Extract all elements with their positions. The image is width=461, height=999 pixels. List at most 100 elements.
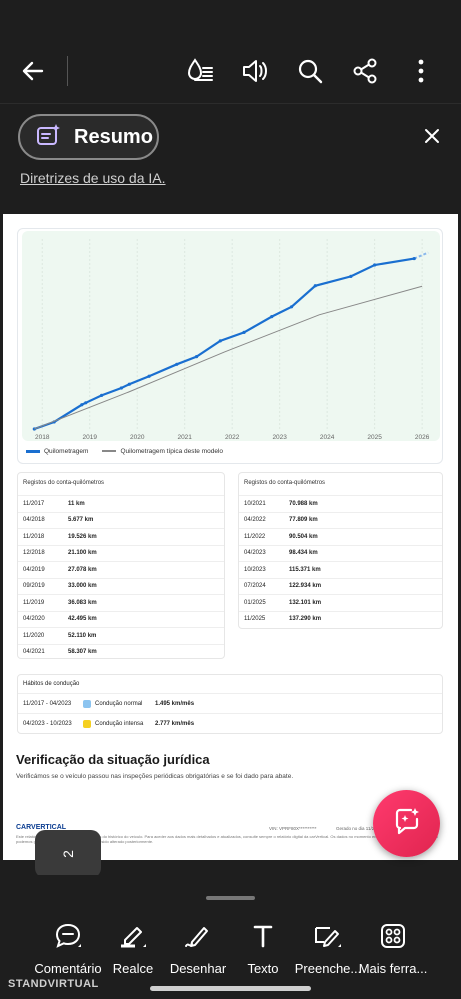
habit-row: 11/2017 - 04/2023 Condução normal 1.495 … — [18, 693, 442, 713]
row-km: 36.083 km — [68, 599, 97, 606]
ai-assistant-icon — [392, 806, 422, 841]
tool-text[interactable]: Texto — [223, 919, 303, 976]
row-date: 04/2021 — [23, 649, 45, 656]
data-point — [412, 256, 416, 261]
ai-guidelines-link[interactable]: Diretrizes de uso da IA. — [20, 170, 166, 186]
row-date: 11/2022 — [244, 533, 266, 540]
pdf-page: 2018 2019 2020 2021 2022 2023 2024 2025 2026 Qui… — [3, 214, 458, 860]
table-row: 04/2022 77.809 km — [239, 511, 442, 529]
read-aloud-icon[interactable] — [181, 52, 219, 90]
tool-label: Comentário — [34, 961, 102, 976]
tool-label: Realce — [112, 961, 154, 976]
summary-button[interactable]: Resumo — [18, 114, 159, 160]
habit-label: Condução intensa — [95, 720, 144, 727]
tool-label: Preenche... — [294, 961, 362, 976]
more-vertical-icon[interactable] — [402, 52, 440, 90]
footer-generated: Gerado no dia 11/2... — [336, 826, 378, 831]
legend-item-typical: Quilometragem típica deste modelo — [102, 448, 223, 455]
share-icon[interactable] — [346, 52, 384, 90]
data-point — [127, 382, 131, 386]
table-row: 11/2017 11 km — [18, 495, 224, 512]
table-row: 11/2018 19.526 km — [18, 528, 224, 545]
intense-driving-swatch — [83, 719, 91, 728]
projection-line — [413, 251, 429, 260]
summary-label: Resumo — [74, 125, 153, 148]
table-row: 11/2025 137.290 km — [239, 610, 442, 628]
chart-canvas: 2018 2019 2020 2021 2022 2023 2024 2025 2026 — [22, 231, 440, 441]
highlight-icon — [116, 919, 150, 953]
tool-more[interactable]: Mais ferra... — [353, 919, 433, 976]
table-row: 09/2019 33.000 km — [18, 577, 224, 595]
habits-header: Hábitos de condução — [23, 681, 80, 687]
watermark: STANDVIRTUAL — [8, 978, 99, 990]
row-date: 11/2018 — [23, 533, 45, 540]
table-row: 04/2020 42.495 km — [18, 610, 224, 628]
ai-assistant-button[interactable] — [373, 790, 440, 857]
page-indicator[interactable]: 2 — [35, 830, 101, 878]
x-tick-label: 2023 — [272, 434, 287, 441]
row-km: 115.371 km — [289, 566, 321, 573]
row-km: 58.307 km — [68, 649, 97, 656]
row-date: 04/2018 — [23, 517, 45, 524]
text-icon — [246, 919, 280, 953]
brand-logo: CARVERTICAL — [16, 824, 67, 831]
row-km: 52.110 km — [68, 632, 97, 639]
data-point — [289, 305, 294, 309]
legal-text: Verificámos se o veículo passou nas insp… — [16, 773, 294, 780]
close-icon[interactable] — [418, 122, 446, 150]
row-km: 21.100 km — [68, 550, 97, 557]
tool-fill-sign[interactable]: Preenche... — [288, 919, 368, 976]
data-point — [194, 355, 199, 359]
comment-icon — [51, 919, 85, 953]
row-date: 10/2023 — [244, 566, 266, 573]
chart-legend: Quilometragem Quilometragem típica deste… — [26, 448, 223, 455]
draw-icon — [181, 919, 215, 953]
table-row: 01/2025 132.101 km — [239, 594, 442, 611]
driving-habits: Hábitos de condução 11/2017 - 04/2023 Co… — [17, 674, 443, 734]
fill-sign-icon — [311, 919, 345, 953]
drag-handle[interactable] — [206, 896, 255, 900]
table-row: 04/2023 98.434 km — [239, 544, 442, 562]
row-date: 12/2018 — [23, 550, 45, 557]
toolbar-divider — [67, 56, 68, 86]
bottom-toolbar: Comentário Realce Desenhar Texto Preench… — [0, 875, 461, 999]
x-tick-label: 2019 — [82, 434, 97, 441]
tool-highlight[interactable]: Realce — [93, 919, 173, 976]
footer-vin: VIN: VPRF80X********** — [269, 826, 317, 831]
table-row: 04/2021 58.307 km — [18, 643, 224, 661]
x-tick-label: 2020 — [130, 434, 145, 441]
more-tools-icon — [376, 919, 410, 953]
top-toolbar — [0, 38, 461, 104]
table-header: Registos do conta-quilómetros — [23, 480, 105, 486]
table-row: 11/2022 90.504 km — [239, 528, 442, 545]
data-point — [175, 362, 179, 366]
row-date: 11/2025 — [244, 616, 266, 623]
table-row: 04/2018 5.677 km — [18, 511, 224, 529]
row-date: 01/2025 — [244, 599, 266, 606]
tool-comment[interactable]: Comentário — [28, 919, 108, 976]
tool-draw[interactable]: Desenhar — [158, 919, 238, 976]
habit-period: 04/2023 - 10/2023 — [23, 720, 72, 727]
row-date: 10/2021 — [244, 500, 266, 507]
search-icon[interactable] — [291, 52, 329, 90]
row-km: 27.078 km — [68, 566, 97, 573]
data-point — [242, 330, 246, 335]
data-point — [119, 386, 123, 390]
data-point — [80, 403, 84, 407]
row-km: 33.000 km — [68, 583, 97, 590]
x-tick-label: 2026 — [415, 434, 430, 441]
row-date: 09/2019 — [23, 583, 45, 590]
back-arrow-icon[interactable] — [14, 52, 52, 90]
table-row: 11/2019 36.083 km — [18, 594, 224, 611]
system-nav-bar[interactable] — [150, 986, 311, 991]
odometer-table-right: Registos do conta-quilómetros 10/2021 70.… — [238, 472, 443, 629]
row-km: 11 km — [68, 500, 85, 507]
table-row: 10/2023 115.371 km — [239, 561, 442, 578]
speaker-icon[interactable] — [236, 52, 274, 90]
x-tick-label: 2018 — [35, 434, 50, 441]
table-row: 10/2021 70.988 km — [239, 495, 442, 512]
row-km: 70.988 km — [289, 500, 318, 507]
data-point — [84, 401, 88, 405]
row-date: 04/2023 — [244, 550, 266, 557]
data-point — [349, 274, 353, 278]
